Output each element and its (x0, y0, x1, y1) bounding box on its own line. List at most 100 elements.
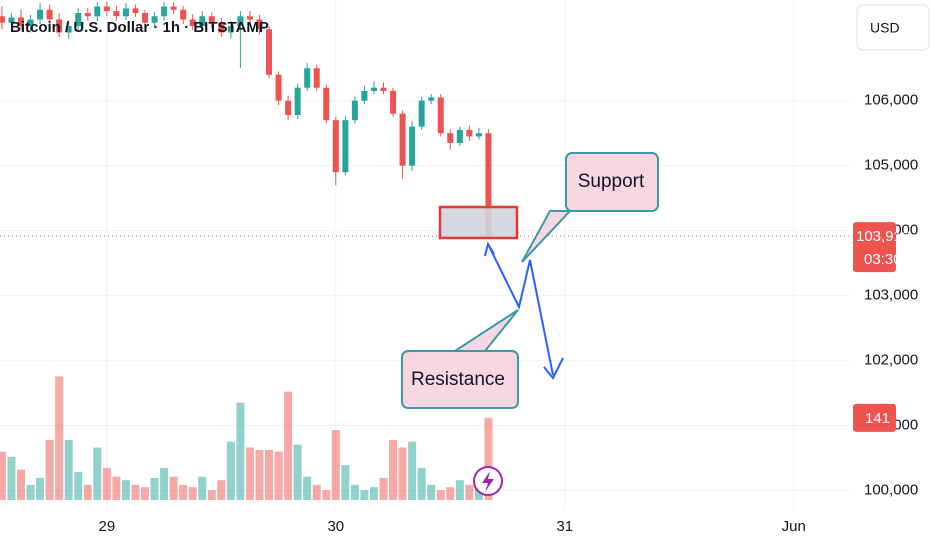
volume-bar (141, 487, 150, 500)
candle-body (399, 113, 406, 166)
candle-body (466, 129, 473, 137)
projection-arrow (487, 243, 554, 376)
volume-bar (112, 476, 121, 500)
volume-bar (322, 490, 331, 500)
candle-body (65, 25, 72, 33)
candle-body (94, 6, 101, 17)
candle-body (437, 97, 444, 134)
volume-bar (284, 391, 293, 500)
volume-bar (0, 451, 6, 500)
volume-bar (427, 484, 436, 500)
candle-body (390, 90, 397, 114)
volume-bar (188, 487, 197, 500)
volume-bar (293, 444, 302, 500)
candle-body (313, 68, 320, 88)
candle-body (447, 133, 454, 143)
volume-bar (236, 402, 245, 500)
candle-body (132, 8, 139, 13)
volume-bar (379, 477, 388, 500)
candle-body (237, 16, 244, 26)
volume-bar (312, 484, 321, 500)
candle-body (342, 120, 349, 173)
volume-bar (245, 447, 254, 500)
y-tick-label: 102,000 (864, 352, 918, 369)
axis-layer: 100,000101,000102,000103,000104,000105,0… (99, 92, 919, 535)
arrowhead (543, 357, 564, 380)
volume-bar (226, 441, 235, 500)
candle-body (103, 6, 110, 12)
volume-bar (465, 484, 474, 500)
price-axis (850, 0, 932, 550)
candle-body (113, 11, 120, 17)
candle-body (199, 16, 206, 26)
candle-body (8, 17, 15, 23)
callout-text: Support (578, 171, 645, 192)
grid (0, 0, 850, 510)
volume-bar (198, 476, 207, 500)
candle-body (56, 19, 63, 33)
volume-bar (417, 467, 426, 500)
volume-bar (360, 490, 369, 500)
volume-bar (408, 441, 417, 500)
volume-bar (398, 447, 407, 500)
bolt-icon (482, 471, 494, 492)
volume-bar (102, 467, 111, 500)
volume-bar (446, 487, 455, 500)
volume-bar (179, 484, 188, 500)
candle-body (189, 19, 196, 26)
volume-bar (341, 465, 350, 500)
volume-bar (64, 439, 73, 500)
candle-body (370, 87, 377, 91)
volume-bar (55, 376, 64, 500)
volume-bar (83, 484, 92, 500)
candle-body (142, 12, 149, 23)
volume-bar (484, 417, 493, 500)
candle-body (227, 25, 234, 33)
candle-body (418, 100, 425, 127)
currency-button[interactable] (856, 4, 930, 51)
candle-body (161, 6, 168, 17)
volume-bar (217, 480, 226, 500)
candle-body (27, 19, 34, 26)
last-price-label: 103,916 (856, 228, 910, 245)
candle-body (456, 129, 463, 143)
y-tick-label: 106,000 (864, 92, 918, 109)
x-tick-label: 30 (327, 518, 344, 535)
candle-body (208, 16, 215, 23)
zone-box (438, 205, 519, 240)
y-tick-label: 100,000 (864, 481, 918, 498)
candle-body (17, 17, 24, 26)
candle-body (475, 133, 482, 137)
volume-bar (121, 480, 130, 500)
volume-bar (274, 451, 283, 500)
y-tick-label: 103,000 (864, 287, 918, 304)
candle-body (428, 97, 435, 101)
volume-bar (16, 469, 25, 500)
volume-bar (45, 439, 54, 500)
candle-body (294, 87, 301, 115)
candle-body (122, 8, 129, 17)
candle-body (380, 87, 387, 91)
candle-body (361, 90, 368, 101)
candle-body (304, 68, 311, 88)
candle-body (180, 9, 187, 20)
x-tick-label: 31 (556, 518, 573, 535)
volume-bar (7, 456, 16, 500)
candle-body (151, 16, 158, 23)
currency: USD (870, 20, 900, 36)
candle-body (246, 16, 253, 20)
volume-bar (169, 476, 178, 500)
volume-bar (369, 487, 378, 500)
candle-body (218, 22, 225, 33)
volume-bar (150, 477, 159, 500)
candle-body (37, 9, 44, 20)
x-tick-label: Jun (782, 518, 806, 535)
candle-layer (0, 1, 850, 240)
candle-body (409, 126, 416, 166)
candle-body (170, 6, 177, 10)
callout-bubble (521, 152, 659, 263)
volume-bar (36, 477, 45, 500)
